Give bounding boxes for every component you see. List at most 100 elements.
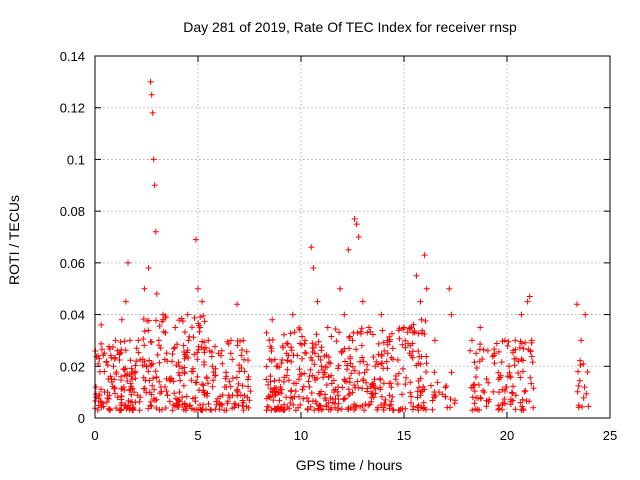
data-point bbox=[207, 406, 214, 413]
data-point bbox=[354, 378, 361, 385]
data-point bbox=[519, 403, 526, 410]
data-point bbox=[345, 392, 352, 399]
data-point bbox=[141, 342, 148, 349]
data-point bbox=[447, 396, 454, 402]
data-point bbox=[201, 349, 208, 356]
data-point bbox=[395, 327, 402, 334]
data-point bbox=[315, 406, 322, 413]
data-point bbox=[270, 397, 277, 404]
data-point bbox=[240, 337, 247, 344]
data-point bbox=[312, 341, 319, 348]
data-point bbox=[346, 379, 353, 386]
data-point bbox=[518, 311, 525, 318]
data-point bbox=[172, 395, 179, 402]
data-point bbox=[529, 359, 536, 366]
data-point bbox=[399, 391, 405, 398]
data-point bbox=[418, 316, 425, 323]
data-point bbox=[263, 407, 270, 414]
data-point bbox=[122, 347, 129, 354]
data-point bbox=[520, 357, 526, 364]
data-point bbox=[224, 400, 231, 407]
data-point bbox=[199, 338, 206, 345]
data-point bbox=[325, 406, 332, 413]
data-point bbox=[229, 405, 236, 412]
data-point bbox=[378, 311, 385, 318]
data-point bbox=[276, 377, 283, 384]
data-point bbox=[99, 346, 105, 353]
data-point bbox=[243, 348, 250, 355]
data-point bbox=[241, 368, 248, 375]
data-point bbox=[132, 399, 139, 406]
data-point bbox=[267, 373, 274, 380]
data-point bbox=[400, 365, 406, 372]
data-point bbox=[467, 347, 474, 354]
data-point bbox=[448, 311, 455, 318]
data-point bbox=[123, 372, 130, 379]
data-point bbox=[200, 401, 207, 408]
axis-ticks: 0 0.02 0.04 0.06 0.08 0.1 0.12 0.14 0 5 10 15 20 25 bbox=[60, 49, 618, 443]
data-point bbox=[168, 376, 175, 383]
data-point bbox=[361, 407, 368, 414]
data-point bbox=[153, 374, 160, 381]
data-point bbox=[396, 407, 403, 414]
data-point bbox=[224, 338, 231, 345]
data-point bbox=[389, 345, 396, 352]
data-point bbox=[341, 376, 348, 383]
data-point bbox=[185, 354, 192, 361]
data-point bbox=[241, 356, 247, 363]
data-point bbox=[194, 349, 201, 356]
data-point bbox=[511, 355, 518, 362]
data-point bbox=[141, 285, 148, 292]
data-point bbox=[268, 345, 275, 352]
data-point bbox=[364, 361, 371, 368]
data-point bbox=[107, 352, 114, 359]
data-point bbox=[143, 363, 150, 370]
data-point bbox=[519, 340, 525, 347]
data-point bbox=[153, 290, 160, 297]
data-point bbox=[394, 357, 401, 363]
data-point bbox=[468, 384, 475, 391]
data-point bbox=[184, 311, 191, 318]
data-point bbox=[330, 399, 336, 406]
data-point bbox=[575, 368, 581, 375]
data-point bbox=[129, 407, 136, 414]
data-point bbox=[432, 393, 439, 400]
data-point bbox=[483, 375, 490, 382]
data-point bbox=[304, 395, 310, 401]
data-point bbox=[473, 374, 479, 380]
data-point bbox=[361, 369, 368, 376]
data-point bbox=[278, 390, 285, 397]
data-point bbox=[118, 393, 125, 400]
data-point bbox=[359, 298, 366, 305]
data-point bbox=[345, 246, 352, 253]
data-point bbox=[227, 383, 234, 390]
data-point bbox=[431, 369, 438, 376]
data-point bbox=[342, 358, 348, 365]
data-point bbox=[323, 382, 330, 388]
data-point bbox=[378, 393, 385, 400]
data-point bbox=[328, 333, 335, 340]
data-point bbox=[423, 369, 430, 375]
data-point bbox=[377, 386, 384, 393]
data-point bbox=[151, 386, 158, 393]
data-point bbox=[296, 366, 303, 373]
data-point bbox=[383, 358, 390, 365]
data-point bbox=[145, 327, 152, 334]
data-point bbox=[577, 357, 584, 364]
data-point bbox=[110, 363, 117, 370]
data-point bbox=[367, 328, 374, 335]
data-point bbox=[245, 383, 252, 390]
data-point bbox=[238, 352, 245, 359]
data-point bbox=[232, 401, 239, 408]
data-point bbox=[271, 392, 278, 399]
data-point bbox=[128, 383, 135, 390]
data-point bbox=[517, 374, 524, 381]
data-point bbox=[406, 350, 413, 357]
y-tick-label: 0 bbox=[78, 411, 85, 426]
data-point bbox=[345, 406, 351, 413]
data-point bbox=[517, 399, 524, 406]
data-point bbox=[217, 393, 223, 400]
data-point bbox=[375, 340, 382, 347]
data-point bbox=[292, 388, 299, 395]
data-point bbox=[389, 330, 395, 337]
